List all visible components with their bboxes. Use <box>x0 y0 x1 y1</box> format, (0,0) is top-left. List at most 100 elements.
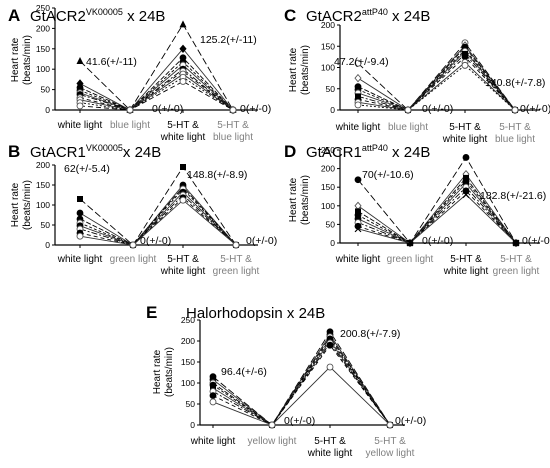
x-category-label: green light <box>110 254 157 265</box>
marker-7 <box>462 191 470 199</box>
series-line <box>357 179 517 244</box>
series-line <box>357 44 516 111</box>
x-category-label-line: green light <box>213 266 260 277</box>
title-superscript: VK00005 <box>86 7 123 17</box>
y-axis-label: Heart rate(beats/min) <box>288 45 311 95</box>
y-axis-label-line: (beats/min) <box>22 35 33 85</box>
y-tick-label: 150 <box>181 357 195 367</box>
x-category-label: 5-HT & green light <box>493 254 540 277</box>
data-annotation: 0(+/-0) <box>246 235 277 247</box>
x-category-label-line: green light <box>493 266 540 277</box>
series-line <box>212 344 391 426</box>
data-annotation: 70(+/-10.6) <box>362 169 414 181</box>
y-tick-label: 150 <box>321 41 335 51</box>
panel-title: GtACR2attP40 x 24B <box>306 7 430 25</box>
y-tick-label: 150 <box>36 44 50 54</box>
x-category-label-line: white light <box>190 436 236 447</box>
marker-7 <box>326 363 334 371</box>
y-axis-label-line: Heart rate <box>10 182 21 227</box>
y-tick-label: 50 <box>326 219 336 229</box>
marker-1 <box>354 73 362 83</box>
marker-0 <box>462 154 470 161</box>
series-line <box>79 166 237 246</box>
series-line <box>357 182 517 244</box>
marker-8 <box>511 106 519 114</box>
panel-letter: B <box>8 142 20 161</box>
x-category-label-line: blue light <box>213 132 253 143</box>
marker-9 <box>179 77 187 85</box>
title-main: GtACR2 <box>306 8 362 25</box>
y-tick-label: 150 <box>321 182 335 192</box>
x-category-label: white light <box>57 254 103 265</box>
x-category-label: white light <box>57 120 103 131</box>
panel-a: A GtACR2VK00005 x 24B Heart rate(beats/min… <box>8 3 271 143</box>
series-line <box>212 338 391 426</box>
marker-0 <box>76 57 84 65</box>
x-category-label-line: white light <box>57 120 103 131</box>
marker-8 <box>461 61 469 69</box>
marker-0 <box>77 196 83 202</box>
title-tail: x 24B <box>388 144 431 161</box>
y-tick-label: 150 <box>36 180 50 190</box>
y-axis-label-line: (beats/min) <box>22 180 33 230</box>
title-main: GtACR2 <box>30 8 86 25</box>
marker-7 <box>179 196 187 204</box>
marker-7 <box>209 398 217 406</box>
data-annotation: 41.6(+/-11) <box>86 56 137 68</box>
series-line <box>357 64 516 111</box>
marker-7 <box>268 421 276 429</box>
x-category-label-line: white light <box>160 266 206 277</box>
y-tick-label: 200 <box>36 160 50 170</box>
x-category-label-line: blue light <box>388 122 428 133</box>
data-annotation: 0(+/-0) <box>140 235 171 247</box>
x-category-label: blue light <box>110 120 150 131</box>
series-line <box>357 173 517 244</box>
series-line <box>357 48 516 111</box>
x-category-label-line: white light <box>160 132 206 143</box>
x-category-label-line: 5-HT & <box>217 120 249 131</box>
y-axis-label-line: Heart rate <box>152 349 163 394</box>
y-axis-label: Heart rate(beats/min) <box>10 180 33 230</box>
marker-6 <box>326 341 334 349</box>
marker-1 <box>354 201 362 210</box>
x-category-label-line: 5-HT & <box>450 254 482 265</box>
panel-d: D GtACR1attP40 x 24B Heart rate(beats/min)… <box>284 142 550 277</box>
x-category-label: white light <box>190 436 236 447</box>
marker-2 <box>355 208 361 215</box>
marker-1 <box>179 44 187 53</box>
x-category-label-line: yellow light <box>366 448 415 459</box>
data-annotation: 0(+/-0) <box>422 235 453 247</box>
y-axis-label-line: Heart rate <box>288 47 299 92</box>
y-axis-label-line: Heart rate <box>10 37 21 82</box>
x-category-label-line: white light <box>442 134 488 145</box>
x-category-label-line: 5-HT & <box>374 436 406 447</box>
series-line <box>79 70 234 111</box>
panel-c: C GtACR2attP40 x 24B Heart rate(beats/min)… <box>284 6 550 145</box>
data-annotation: 0(+/-0) <box>152 103 183 115</box>
title-tail: x 24B <box>123 144 161 161</box>
data-annotation: 96.4(+/-6) <box>221 366 267 378</box>
series-line <box>79 188 237 246</box>
x-category-label: yellow light <box>248 436 297 447</box>
x-category-label-line: 5-HT & <box>167 120 199 131</box>
x-category-label-line: 5-HT & <box>314 436 346 447</box>
series-line <box>357 177 517 244</box>
y-tick-label: 0 <box>330 105 335 115</box>
panel-title: GtACR1VK00005x 24B <box>30 143 161 161</box>
y-axis-label: Heart rate(beats/min) <box>10 35 33 85</box>
series-line <box>79 64 234 111</box>
series-line <box>79 76 234 111</box>
data-annotation: 0(+/-0) <box>522 235 550 247</box>
marker-0 <box>180 164 186 170</box>
x-category-label-line: yellow light <box>248 436 297 447</box>
x-category-label: 5-HT & green light <box>213 254 260 277</box>
x-category-label: 5-HT & white light <box>160 254 206 277</box>
x-category-label-line: white light <box>307 448 353 459</box>
data-annotation: 0(+/-0) <box>395 415 426 427</box>
marker-7 <box>386 421 394 429</box>
title-tail: x 24B <box>283 305 326 322</box>
marker-7 <box>129 241 137 249</box>
x-category-label: green light <box>387 254 434 265</box>
panel-letter: D <box>284 142 296 161</box>
data-annotation: 47.2(+/-9.4) <box>334 56 389 68</box>
